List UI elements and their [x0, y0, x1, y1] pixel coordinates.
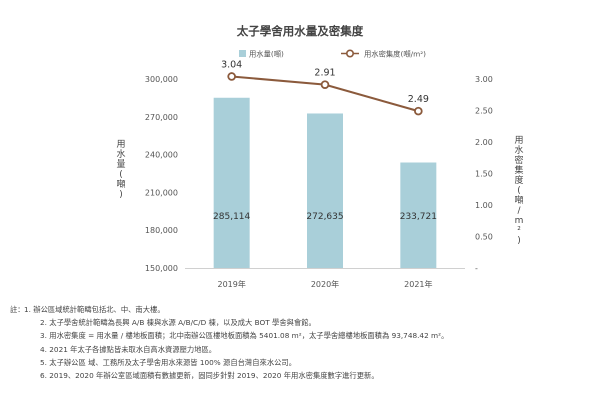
- bar: [213, 97, 250, 268]
- chart-title: 太子學舍用水量及密集度: [236, 24, 364, 38]
- line-data-label: 2.91: [314, 68, 335, 79]
- line-marker: [320, 80, 330, 89]
- footnote-item: 6. 2019、2020 年辦公室區域面積有數據更新，固同步針對 2019、20…: [40, 370, 379, 380]
- chart-canvas: 太子學舍用水量及密集度 用水量(噸) 用水密集度(噸/m²) 150,000 18…: [116, 24, 523, 289]
- left-axis-ticks: 150,000 180,000 210,000 240,000 270,000 300,0…: [145, 75, 178, 273]
- left-axis-tick-label: 270,000: [145, 113, 178, 122]
- footnote-item: 5. 太子辦公區 域、工務所及太子學舍用水來源皆 100% 源自台灣自來水公司。: [40, 357, 297, 367]
- footnote-item: 1. 辦公區域統計範疇包括北、中、南大樓。: [24, 305, 165, 314]
- right-axis-label: 用水密集度(噸/m ²): [514, 135, 523, 246]
- footnotes: 註： 1. 辦公區域統計範疇包括北、中、南大樓。 2. 太子學舍統計範疇為長興 A…: [10, 303, 598, 382]
- footnote-item: 2. 太子學舍統計範疇為長興 A/B 棟與水源 A/B/C/D 棟，以及成大 B…: [40, 318, 316, 328]
- right-axis-tick-label: 0.50: [475, 233, 493, 242]
- legend-swatch-bar: [239, 50, 246, 57]
- right-axis-tick-label: 1.50: [475, 170, 493, 179]
- bar-data-label: 285,114: [213, 212, 250, 222]
- line-series: 3.04 2.91 2.49: [221, 59, 429, 116]
- x-axis-ticks: 2019年 2020年 2021年: [185, 268, 465, 289]
- bar: [307, 113, 343, 269]
- left-axis-tick-label: 150,000: [145, 264, 178, 273]
- line-data-label: 2.49: [408, 94, 429, 105]
- x-axis-tick-label: 2020年: [311, 279, 339, 289]
- legend-label-bar: 用水量(噸): [249, 50, 284, 59]
- right-axis-tick-label: 3.00: [475, 75, 493, 84]
- right-axis-ticks: - 0.50 1.00 1.50 2.00 2.50 3.00: [475, 75, 493, 273]
- bar-series: 285,114 272,635 233,721: [213, 97, 437, 269]
- left-axis-tick-label: 300,000: [145, 75, 178, 84]
- x-axis-tick-label: 2021年: [404, 279, 432, 289]
- left-axis-tick-label: 240,000: [145, 151, 178, 160]
- right-axis-tick-label: 1.00: [475, 201, 493, 210]
- line-marker: [227, 72, 236, 81]
- footnote-item: 4. 2021 年太子各據點皆未取水自高水資源壓力地區。: [40, 344, 217, 354]
- footnote-item: 3. 用水密集度 = 用水量 / 樓地板面積；北中南辦公區樓地板面積為 5401…: [40, 331, 449, 341]
- footnote-prefix: 註：: [10, 305, 25, 314]
- right-axis-tick-label: 2.00: [475, 138, 493, 147]
- bar-data-label: 272,635: [306, 212, 343, 222]
- line-data-label: 3.04: [221, 59, 242, 70]
- left-axis-tick-label: 180,000: [145, 226, 178, 235]
- right-axis-tick-label: -: [475, 264, 478, 273]
- chart-legend: 用水量(噸) 用水密集度(噸/m²): [239, 49, 426, 59]
- line-marker: [414, 106, 423, 116]
- bar-data-label: 233,721: [400, 212, 437, 222]
- left-axis-label: 用水量(噸): [116, 139, 125, 200]
- right-axis-tick-label: 2.50: [475, 107, 493, 116]
- legend-swatch-marker: [345, 49, 354, 58]
- legend-label-line: 用水密集度(噸/m²): [364, 50, 426, 59]
- left-axis-tick-label: 210,000: [145, 188, 178, 197]
- bar: [400, 162, 437, 268]
- x-axis-tick-label: 2019年: [217, 279, 245, 289]
